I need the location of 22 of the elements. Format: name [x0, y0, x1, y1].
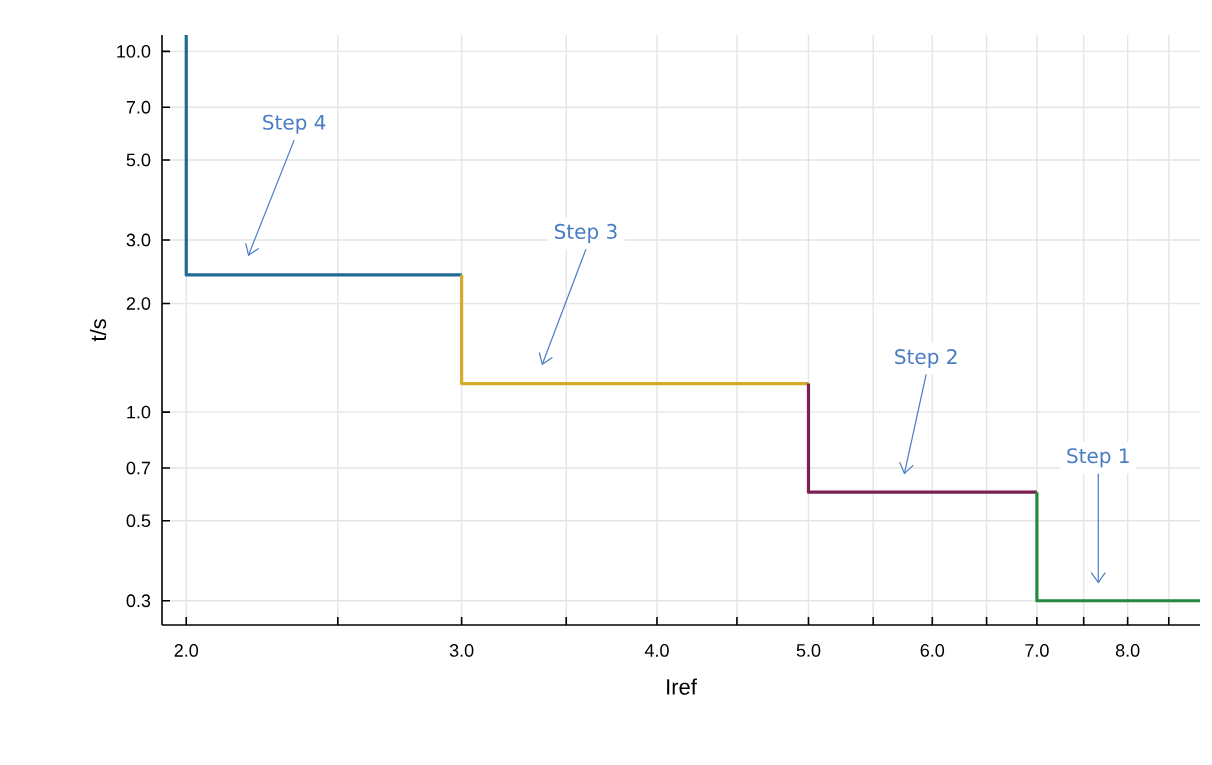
- x-tick-label: 4.0: [644, 644, 669, 657]
- x-axis-title: Iref: [667, 678, 697, 695]
- annotation: Step 4: [263, 114, 326, 134]
- annotation: Step 3: [554, 223, 617, 243]
- y-tick-label: 7.0: [126, 100, 151, 114]
- x-tick-label: 7.0: [1025, 644, 1049, 657]
- y-tick-label: 1.0: [127, 405, 151, 419]
- annotation: Step 2: [895, 349, 957, 369]
- y-tick-label: 3.0: [126, 233, 151, 247]
- y-tick-label: 0.3: [126, 594, 151, 608]
- y-tick-label: 0.7: [126, 461, 151, 475]
- y-tick-label: 5.0: [126, 153, 151, 167]
- y-tick-label: 0.5: [126, 514, 151, 528]
- annotation: Step 1: [1067, 448, 1129, 468]
- x-tick-label: 5.0: [796, 644, 821, 657]
- x-tick-label: 2.0: [174, 644, 199, 657]
- y-tick-label: 10.0: [117, 44, 151, 58]
- x-tick-label: 6.0: [920, 644, 945, 657]
- y-tick-label: 2.0: [126, 297, 151, 310]
- x-tick-label: 8.0: [1115, 644, 1140, 657]
- y-axis-title: t/s: [90, 319, 107, 342]
- x-tick-label: 3.0: [449, 644, 474, 657]
